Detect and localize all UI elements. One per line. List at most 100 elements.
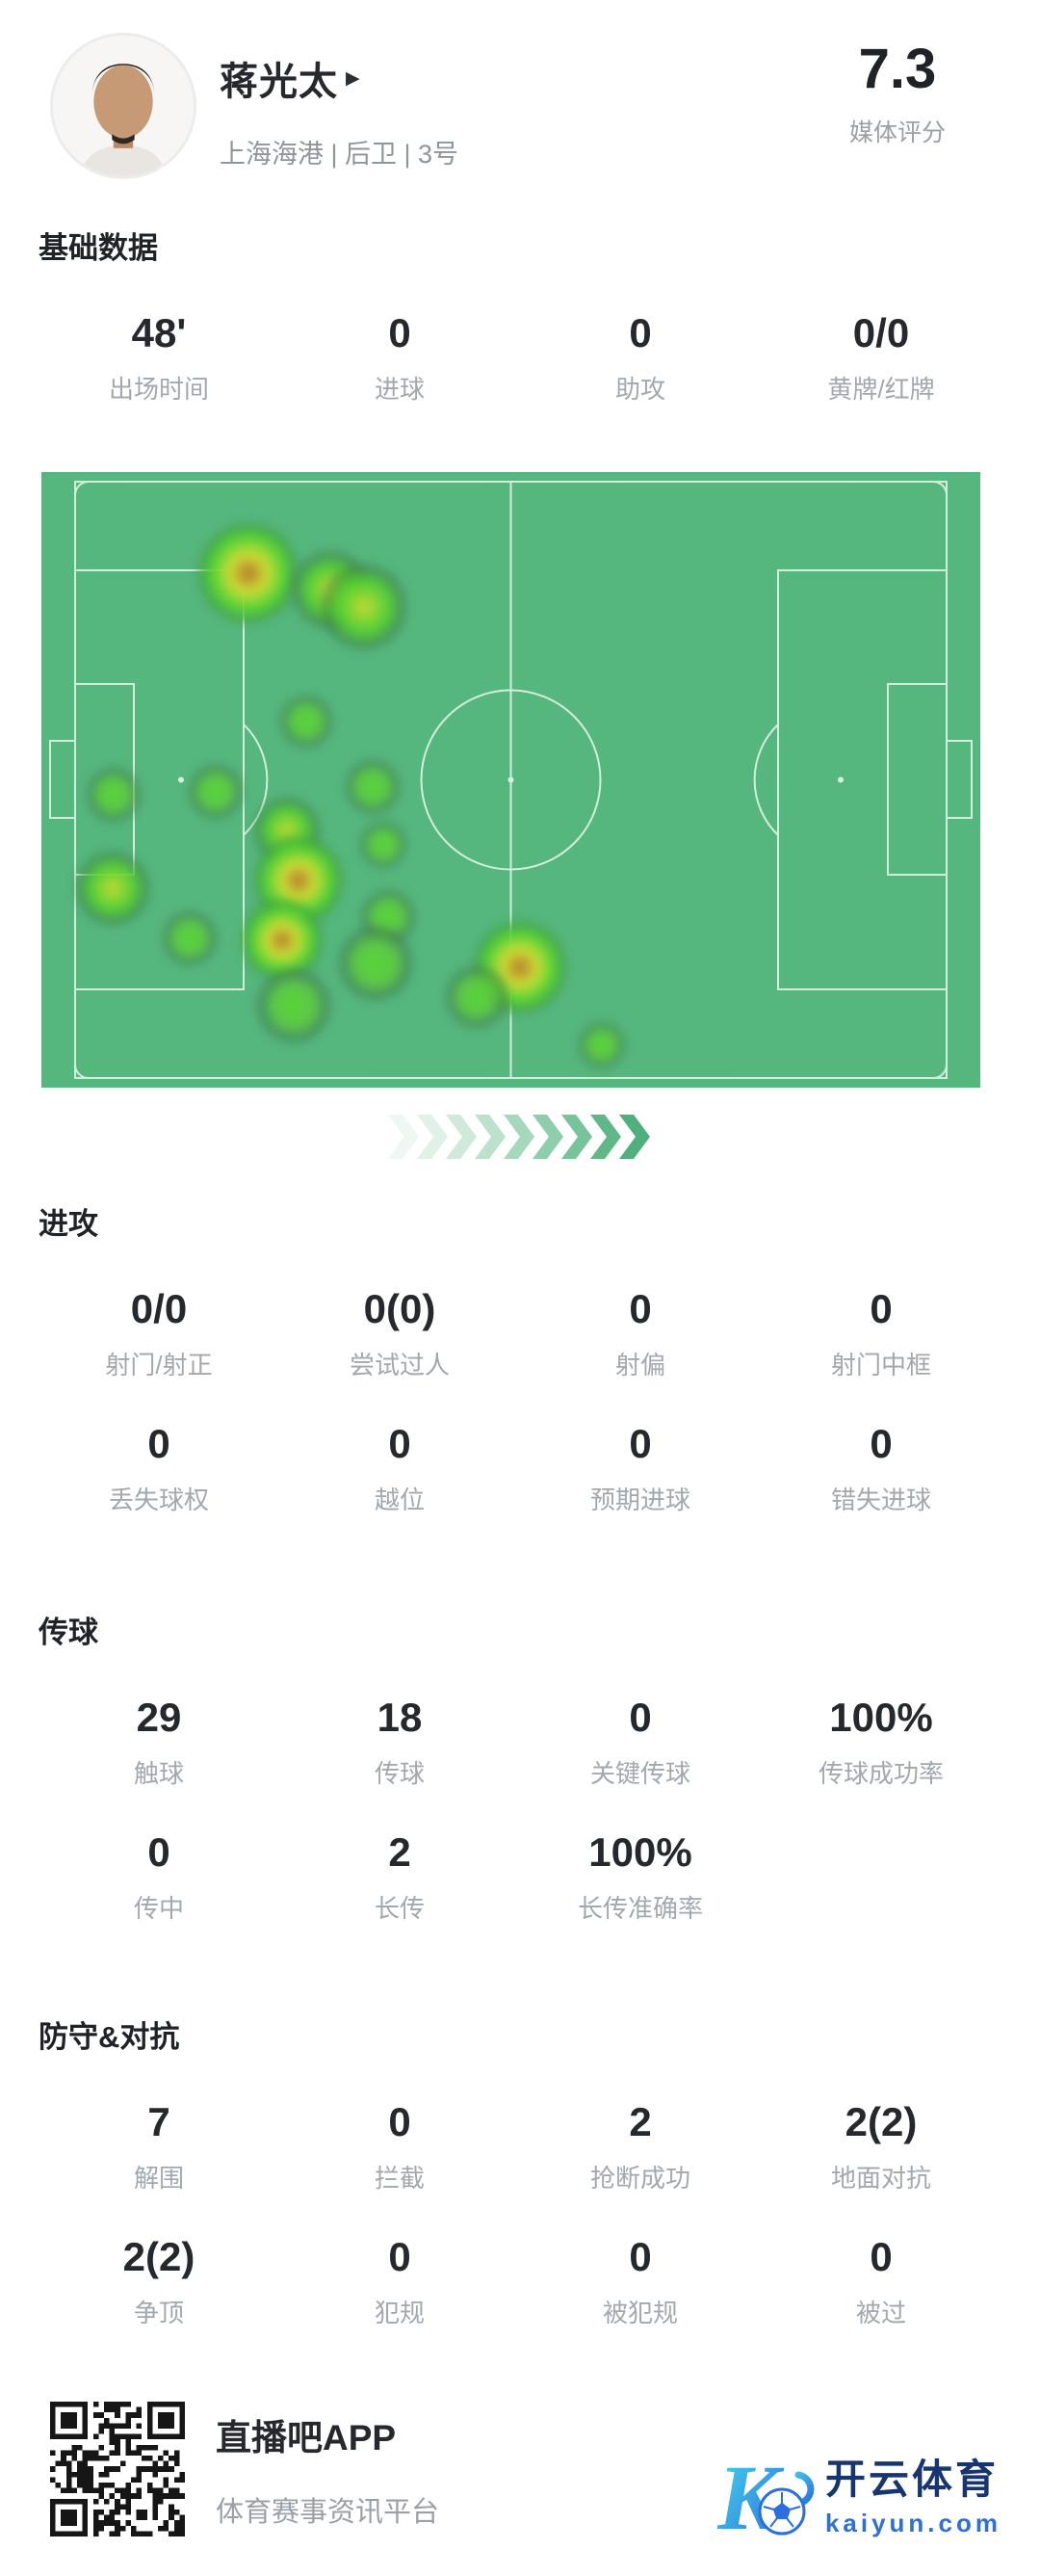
stat-label: 触球	[133, 1759, 184, 1788]
stat-item: 100% 传球成功率	[761, 1695, 1001, 1789]
heat-blob	[579, 1022, 625, 1068]
rating-value: 7.3	[858, 38, 937, 100]
stat-row: 29 触球 18 传球 0 关键传球 100% 传球成功率	[39, 1695, 1001, 1789]
stat-label: 被犯规	[602, 2299, 678, 2327]
stat-item: 2 抢断成功	[520, 2099, 761, 2194]
stat-value: 0	[388, 310, 411, 355]
player-avatar	[50, 33, 196, 179]
heat-blob	[446, 966, 507, 1028]
stat-item: 0/0 黄牌/红牌	[761, 310, 1001, 405]
stat-label: 长传准确率	[577, 1894, 703, 1923]
kaiyun-text: 开云体育 kaiyun.com	[825, 2458, 1001, 2537]
stat-label: 射门中框	[830, 1351, 931, 1380]
kaiyun-k-ball-icon: K	[717, 2448, 815, 2548]
stat-value: 2(2)	[845, 2099, 918, 2144]
stat-label: 争顶	[133, 2299, 184, 2327]
player-header: 蒋光太 ▶ 上海海港 | 后卫 | 3号 7.3 媒体评分	[0, 0, 1040, 179]
stat-item: 0 错失进球	[761, 1421, 1001, 1515]
heat-blob	[339, 927, 412, 1000]
stat-item: 48' 出场时间	[39, 310, 279, 405]
heat-blob	[322, 565, 406, 649]
section-title: 进攻	[39, 1207, 98, 1241]
stat-label: 传中	[133, 1894, 184, 1923]
player-team-position: 上海海港 | 后卫 | 3号	[220, 140, 459, 169]
brand-name: 开云体育	[824, 2457, 999, 2503]
stat-item: 18 传球	[279, 1695, 520, 1789]
section-title: 防守&对抗	[39, 2020, 180, 2054]
player-identity: 蒋光太 ▶ 上海海港 | 后卫 | 3号	[220, 33, 458, 171]
section-passing: 传球 29 触球 18 传球 0 关键传球 100% 传球成功率 0 传中 2 长传 100% 长传准确率	[0, 1612, 1040, 1924]
stat-value: 0	[629, 2234, 652, 2279]
heat-blob	[163, 911, 217, 965]
stat-value: 29	[136, 1695, 182, 1740]
heat-blob	[346, 760, 400, 814]
stat-item: 0 助攻	[520, 310, 761, 405]
stat-value: 18	[377, 1695, 423, 1740]
stat-item: 0 拦截	[279, 2099, 520, 2194]
stat-value: 0	[629, 1695, 652, 1740]
stat-value: 0	[629, 1421, 652, 1466]
stat-label: 传球	[374, 1759, 425, 1788]
stat-value: 100%	[588, 1829, 692, 1875]
stat-value: 48'	[131, 310, 187, 355]
stat-item: 100% 长传准确率	[520, 1829, 761, 1924]
stat-item: 2(2) 争顶	[39, 2234, 279, 2328]
qr-code-image	[50, 2402, 185, 2537]
stat-item: 0 射门中框	[761, 1286, 1001, 1380]
stat-item: 29 触球	[39, 1695, 279, 1789]
section-title: 基础数据	[39, 231, 158, 265]
stat-value: 0	[147, 1829, 170, 1875]
stat-label: 犯规	[374, 2299, 425, 2327]
stat-value: 2	[629, 2099, 652, 2144]
heat-blob	[189, 765, 243, 819]
stat-item: 0/0 射门/射正	[39, 1286, 279, 1380]
stat-row: 2(2) 争顶 0 犯规 0 被犯规 0 被过	[39, 2234, 1001, 2328]
stat-value: 0	[388, 2099, 411, 2144]
app-promo: 直播吧APP 体育赛事资讯平台	[216, 2408, 439, 2530]
stat-item: 0 传中	[39, 1829, 279, 1924]
stat-row: 0 传中 2 长传 100% 长传准确率	[39, 1829, 1001, 1924]
heat-blob	[360, 822, 406, 868]
app-name: 直播吧APP	[216, 2418, 397, 2458]
player-name-row[interactable]: 蒋光太 ▶	[220, 50, 458, 106]
stat-label: 抢断成功	[589, 2164, 690, 2193]
stat-label: 出场时间	[108, 375, 209, 404]
stat-label: 进球	[374, 375, 425, 404]
stat-item: 0 射偏	[520, 1286, 761, 1380]
stat-label: 解围	[133, 2164, 184, 2193]
stat-label: 丢失球权	[108, 1485, 209, 1514]
stat-value: 100%	[829, 1695, 933, 1740]
stat-label: 越位	[374, 1485, 425, 1514]
stat-item: 0(0) 尝试过人	[279, 1286, 520, 1380]
stat-value: 0	[147, 1421, 170, 1466]
heat-blob	[76, 852, 149, 925]
stat-label: 拦截	[374, 2164, 425, 2193]
stat-label: 地面对抗	[830, 2164, 931, 2193]
stat-label: 传球成功率	[818, 1759, 944, 1788]
stat-item: 0 被过	[761, 2234, 1001, 2328]
heatmap-pitch	[41, 472, 980, 1088]
stat-value: 0/0	[130, 1286, 188, 1331]
qr-code	[50, 2402, 185, 2537]
kaiyun-logo: K 开云体育 kaiyun.com	[717, 2448, 1001, 2548]
stat-item: 0 越位	[279, 1421, 520, 1515]
heat-blob	[242, 900, 323, 981]
stat-value: 0	[870, 1286, 893, 1331]
stat-value: 0	[629, 1286, 652, 1331]
stat-label: 射门/射正	[105, 1351, 213, 1380]
stat-value: 0	[870, 2234, 893, 2279]
stat-item: 0 犯规	[279, 2234, 520, 2328]
stat-value: 2(2)	[122, 2234, 195, 2279]
app-footer: 直播吧APP 体育赛事资讯平台 K	[0, 2390, 1040, 2548]
section-defense-duels: 防守&对抗 7 解围 0 拦截 2 抢断成功 2(2) 地面对抗 2(2) 争顶 0 犯规 0 被犯规 0 被过	[0, 2016, 1040, 2328]
stat-label: 长传	[374, 1894, 425, 1923]
stat-row: 48' 出场时间 0 进球 0 助攻 0/0 黄牌/红牌	[39, 310, 1001, 405]
section-title: 传球	[39, 1616, 98, 1649]
rating-label: 媒体评分	[848, 118, 946, 146]
heat-blob	[280, 696, 332, 748]
stat-item: 2(2) 地面对抗	[761, 2099, 1001, 2194]
heat-blob	[198, 523, 299, 623]
stat-label: 被过	[855, 2299, 906, 2327]
expand-arrow-icon: ▶	[346, 67, 360, 89]
stat-value: 0(0)	[363, 1286, 436, 1331]
